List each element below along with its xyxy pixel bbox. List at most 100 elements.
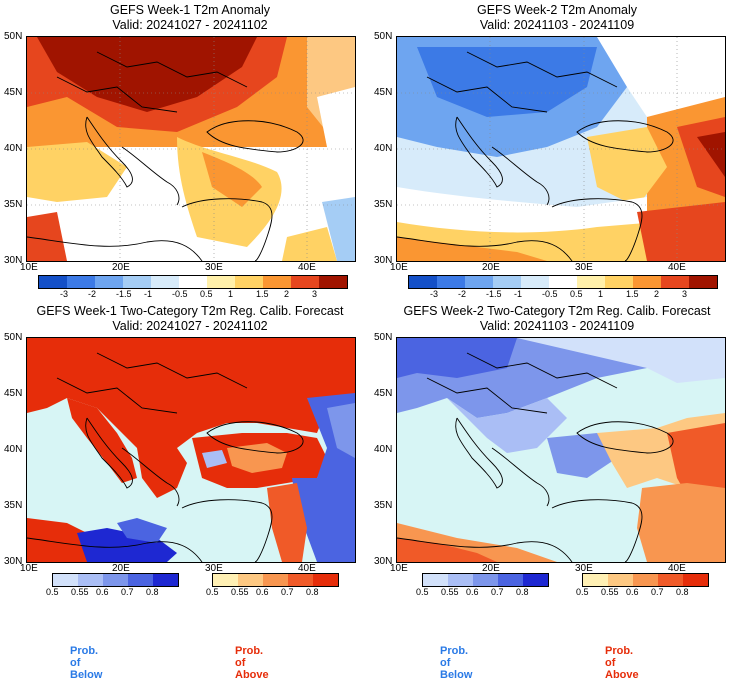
colorbar-tick-label: -1	[144, 289, 153, 299]
x-tick-30e: 30E	[205, 262, 223, 273]
colorbar-swatch	[689, 276, 717, 288]
colorbar-tick-label: -1.5	[116, 289, 132, 299]
y-tick-30n-2: 30N	[374, 255, 393, 266]
colorbar-above-1	[212, 573, 339, 587]
y-tick-40n-4: 40N	[374, 444, 393, 455]
colorbar-tick-label: 3	[312, 289, 318, 299]
colorbar-tick-label: -1	[514, 289, 523, 299]
colorbar-swatch	[319, 276, 347, 288]
colorbar-swatch	[577, 276, 605, 288]
colorbar-below-1	[52, 573, 179, 587]
label-prob-above-2: Prob. of Above	[605, 645, 639, 681]
y-tick-50n-3: 50N	[4, 332, 23, 343]
colorbar-swatch	[153, 574, 178, 586]
colorbar-swatch	[605, 276, 633, 288]
x-tick-10e: 10E	[20, 262, 38, 273]
x-tick-30e-3: 30E	[205, 563, 223, 574]
colorbar-tick-label: 0.7	[651, 587, 664, 597]
colorbar-tick-label: 0.8	[306, 587, 319, 597]
x-tick-10e-4: 10E	[390, 563, 408, 574]
colorbar-tick-label: 0.6	[256, 587, 269, 597]
colorbar-tick-label: 0.6	[626, 587, 639, 597]
colorbar-swatch	[288, 574, 313, 586]
label-prob-above-1: Prob. of Above	[235, 645, 269, 681]
colorbar-swatch	[313, 574, 338, 586]
y-tick-35n-3: 35N	[4, 500, 23, 511]
colorbar-tick-label: -2	[88, 289, 97, 299]
x-tick-40e-3: 40E	[298, 563, 316, 574]
colorbar-anomaly-2	[408, 275, 718, 289]
x-tick-20e: 20E	[112, 262, 130, 273]
colorbar-swatch	[238, 574, 263, 586]
y-tick-35n: 35N	[4, 199, 23, 210]
y-tick-50n: 50N	[4, 31, 23, 42]
colorbar-swatch	[423, 574, 448, 586]
colorbar-swatch	[661, 276, 689, 288]
colorbar-swatch	[465, 276, 493, 288]
colorbar-tick-label: 0.55	[71, 587, 89, 597]
colorbar-swatch	[473, 574, 498, 586]
y-tick-35n-2: 35N	[374, 199, 393, 210]
colorbar-swatch	[123, 276, 151, 288]
label-prob-below-1: Prob. of Below	[70, 645, 103, 681]
colorbar-swatch	[103, 574, 128, 586]
colorbar-tick-label: 0.55	[231, 587, 249, 597]
colorbar-swatch	[235, 276, 263, 288]
map-week2-anomaly	[396, 36, 726, 262]
y-tick-40n-3: 40N	[4, 444, 23, 455]
map-week2-prob	[396, 337, 726, 563]
colorbar-swatch	[39, 276, 67, 288]
colorbar-swatch	[263, 276, 291, 288]
colorbar-swatch	[683, 574, 708, 586]
colorbar-tick-label: 0.6	[466, 587, 479, 597]
colorbar-swatch	[78, 574, 103, 586]
colorbar-tick-label: -2	[458, 289, 467, 299]
y-tick-45n-4: 45N	[374, 388, 393, 399]
colorbar-swatch	[437, 276, 465, 288]
chart-subtitle-3: Valid: 20241027 - 20241102	[112, 319, 268, 333]
colorbar-tick-label: 2	[284, 289, 290, 299]
colorbar-swatch	[207, 276, 235, 288]
y-tick-40n-2: 40N	[374, 143, 393, 154]
colorbar-tick-label: 0.7	[121, 587, 134, 597]
colorbar-swatch	[151, 276, 179, 288]
colorbar-tick-label: 0.5	[200, 289, 213, 299]
y-tick-50n-4: 50N	[374, 332, 393, 343]
chart-title-2: GEFS Week-2 T2m Anomaly	[476, 3, 637, 17]
colorbar-swatch	[608, 574, 633, 586]
colorbar-tick-label: 2	[654, 289, 660, 299]
x-tick-10e-3: 10E	[20, 563, 38, 574]
colorbar-tick-label: 0.7	[491, 587, 504, 597]
colorbar-swatch	[493, 276, 521, 288]
colorbar-tick-label: 0.5	[206, 587, 219, 597]
x-tick-20e-2: 20E	[482, 262, 500, 273]
x-tick-40e-2: 40E	[668, 262, 686, 273]
colorbar-tick-label: 1	[598, 289, 604, 299]
colorbar-swatch	[549, 276, 577, 288]
colorbar-tick-label: 0.5	[576, 587, 589, 597]
colorbar-tick-label: 0.8	[516, 587, 529, 597]
colorbar-swatch	[128, 574, 153, 586]
colorbar-swatch	[523, 574, 548, 586]
y-tick-45n: 45N	[4, 87, 23, 98]
x-tick-30e-2: 30E	[575, 262, 593, 273]
colorbar-swatch	[658, 574, 683, 586]
chart-subtitle-1: Valid: 20241027 - 20241102	[112, 18, 268, 32]
map-week1-prob	[26, 337, 356, 563]
colorbar-tick-label: 1.5	[626, 289, 639, 299]
y-tick-50n-2: 50N	[374, 31, 393, 42]
colorbar-swatch	[633, 574, 658, 586]
chart-subtitle-2: Valid: 20241103 - 20241109	[479, 18, 635, 32]
colorbar-tick-label: 0.8	[676, 587, 689, 597]
chart-title-1: GEFS Week-1 T2m Anomaly	[109, 3, 270, 17]
y-tick-45n-3: 45N	[4, 388, 23, 399]
colorbar-tick-label: -3	[60, 289, 69, 299]
colorbar-tick-label: 0.5	[416, 587, 429, 597]
colorbar-swatch	[179, 276, 207, 288]
colorbar-swatch	[67, 276, 95, 288]
x-tick-20e-3: 20E	[112, 563, 130, 574]
chart-title-3: GEFS Week-1 Two-Category T2m Reg. Calib.…	[36, 304, 344, 318]
y-tick-30n-3: 30N	[4, 556, 23, 567]
colorbar-above-2	[582, 573, 709, 587]
colorbar-tick-label: 0.5	[570, 289, 583, 299]
